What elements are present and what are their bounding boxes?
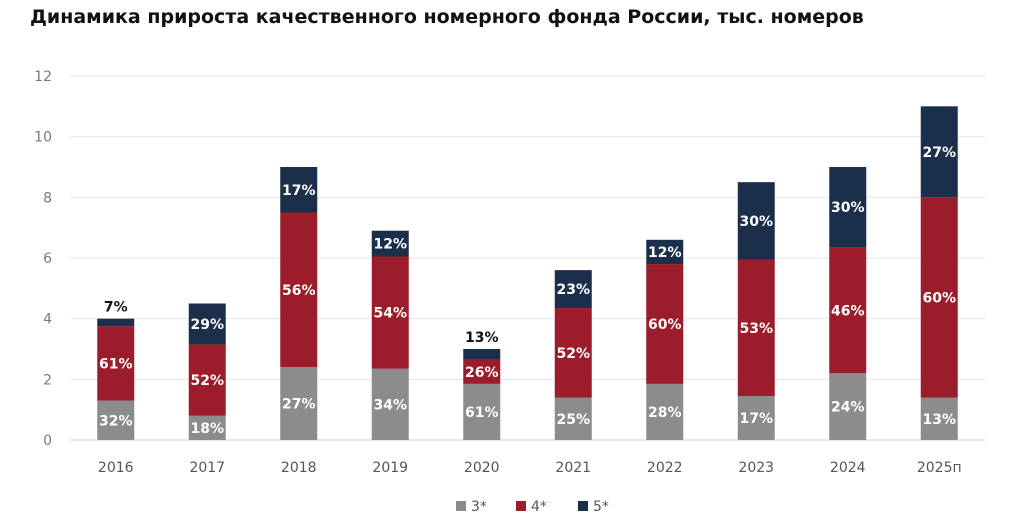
data-label: 12% bbox=[648, 245, 682, 261]
data-label: 24% bbox=[831, 400, 865, 416]
data-label: 61% bbox=[465, 405, 499, 421]
data-label: 12% bbox=[373, 237, 407, 253]
bar-segment bbox=[97, 400, 135, 440]
data-label: 27% bbox=[282, 397, 316, 413]
y-tick-label: 8 bbox=[43, 190, 52, 206]
data-label: 23% bbox=[556, 282, 590, 298]
data-label: 54% bbox=[373, 306, 407, 322]
y-tick-label: 6 bbox=[43, 251, 52, 267]
legend-swatch bbox=[516, 501, 526, 511]
data-label: 25% bbox=[556, 412, 590, 428]
data-label: 56% bbox=[282, 283, 316, 299]
data-label: 7% bbox=[104, 300, 128, 316]
data-label: 17% bbox=[282, 183, 316, 199]
x-tick-label: 2024 bbox=[830, 460, 866, 476]
chart-title: Динамика прироста качественного номерног… bbox=[30, 6, 864, 28]
x-tick-label: 2017 bbox=[189, 460, 225, 476]
data-label: 34% bbox=[373, 397, 407, 413]
bar-segment bbox=[280, 212, 318, 368]
bar-segment bbox=[463, 359, 501, 384]
y-tick-label: 4 bbox=[43, 312, 52, 328]
bar-segment bbox=[280, 167, 318, 213]
y-tick-label: 2 bbox=[43, 372, 52, 388]
data-label: 27% bbox=[922, 145, 956, 161]
y-tick-label: 10 bbox=[34, 130, 52, 146]
x-tick-label: 2018 bbox=[281, 460, 317, 476]
bar-segment bbox=[646, 239, 684, 265]
data-label: 61% bbox=[99, 356, 133, 372]
data-label: 28% bbox=[648, 405, 682, 421]
data-label: 29% bbox=[190, 317, 224, 333]
x-tick-label: 2021 bbox=[555, 460, 591, 476]
bar-segment bbox=[554, 308, 592, 398]
bar-segment bbox=[463, 349, 501, 360]
bar-segment bbox=[737, 396, 775, 440]
data-label: 52% bbox=[190, 373, 224, 389]
data-label: 18% bbox=[190, 421, 224, 437]
bar-segment bbox=[737, 259, 775, 397]
bar-segment bbox=[188, 344, 226, 416]
legend-swatch bbox=[578, 501, 588, 511]
y-tick-label: 0 bbox=[43, 433, 52, 449]
data-label: 30% bbox=[831, 200, 865, 216]
data-label: 60% bbox=[648, 317, 682, 333]
data-label: 52% bbox=[556, 346, 590, 362]
bar-segment bbox=[646, 383, 684, 440]
legend-label: 5* bbox=[593, 499, 609, 515]
bar-segment bbox=[463, 383, 501, 440]
x-tick-label: 2019 bbox=[372, 460, 408, 476]
x-tick-label: 2022 bbox=[647, 460, 683, 476]
data-label: 13% bbox=[465, 330, 499, 346]
x-tick-label: 2016 bbox=[98, 460, 134, 476]
bar-segment bbox=[920, 106, 958, 198]
bar-segment bbox=[188, 415, 226, 440]
bar-segment bbox=[280, 367, 318, 440]
bar-segment bbox=[554, 397, 592, 440]
bar-segment bbox=[646, 264, 684, 384]
data-label: 60% bbox=[922, 290, 956, 306]
bar-segment bbox=[829, 373, 867, 440]
data-label: 32% bbox=[99, 413, 133, 429]
data-label: 30% bbox=[739, 214, 773, 230]
bar-segment bbox=[920, 197, 958, 398]
x-tick-label: 2023 bbox=[738, 460, 774, 476]
bar-segment bbox=[829, 167, 867, 248]
data-label: 17% bbox=[739, 411, 773, 427]
data-label: 13% bbox=[922, 412, 956, 428]
bar-segment bbox=[554, 270, 592, 309]
bar-segment bbox=[188, 303, 226, 345]
bar-segment bbox=[371, 256, 409, 369]
x-tick-label: 2025п bbox=[917, 460, 962, 476]
legend-label: 4* bbox=[531, 499, 547, 515]
y-tick-label: 12 bbox=[34, 69, 52, 85]
data-label: 46% bbox=[831, 303, 865, 319]
bar-segment bbox=[829, 247, 867, 374]
x-tick-label: 2020 bbox=[464, 460, 500, 476]
legend-swatch bbox=[456, 501, 466, 511]
data-label: 53% bbox=[739, 321, 773, 337]
bar-segment bbox=[371, 368, 409, 440]
bar-segment bbox=[737, 182, 775, 260]
data-label: 26% bbox=[465, 365, 499, 381]
legend-label: 3* bbox=[471, 499, 487, 515]
bar-segment bbox=[97, 326, 135, 401]
bar-segment bbox=[371, 230, 409, 257]
bar-segment bbox=[97, 318, 135, 327]
bar-segment bbox=[920, 397, 958, 440]
